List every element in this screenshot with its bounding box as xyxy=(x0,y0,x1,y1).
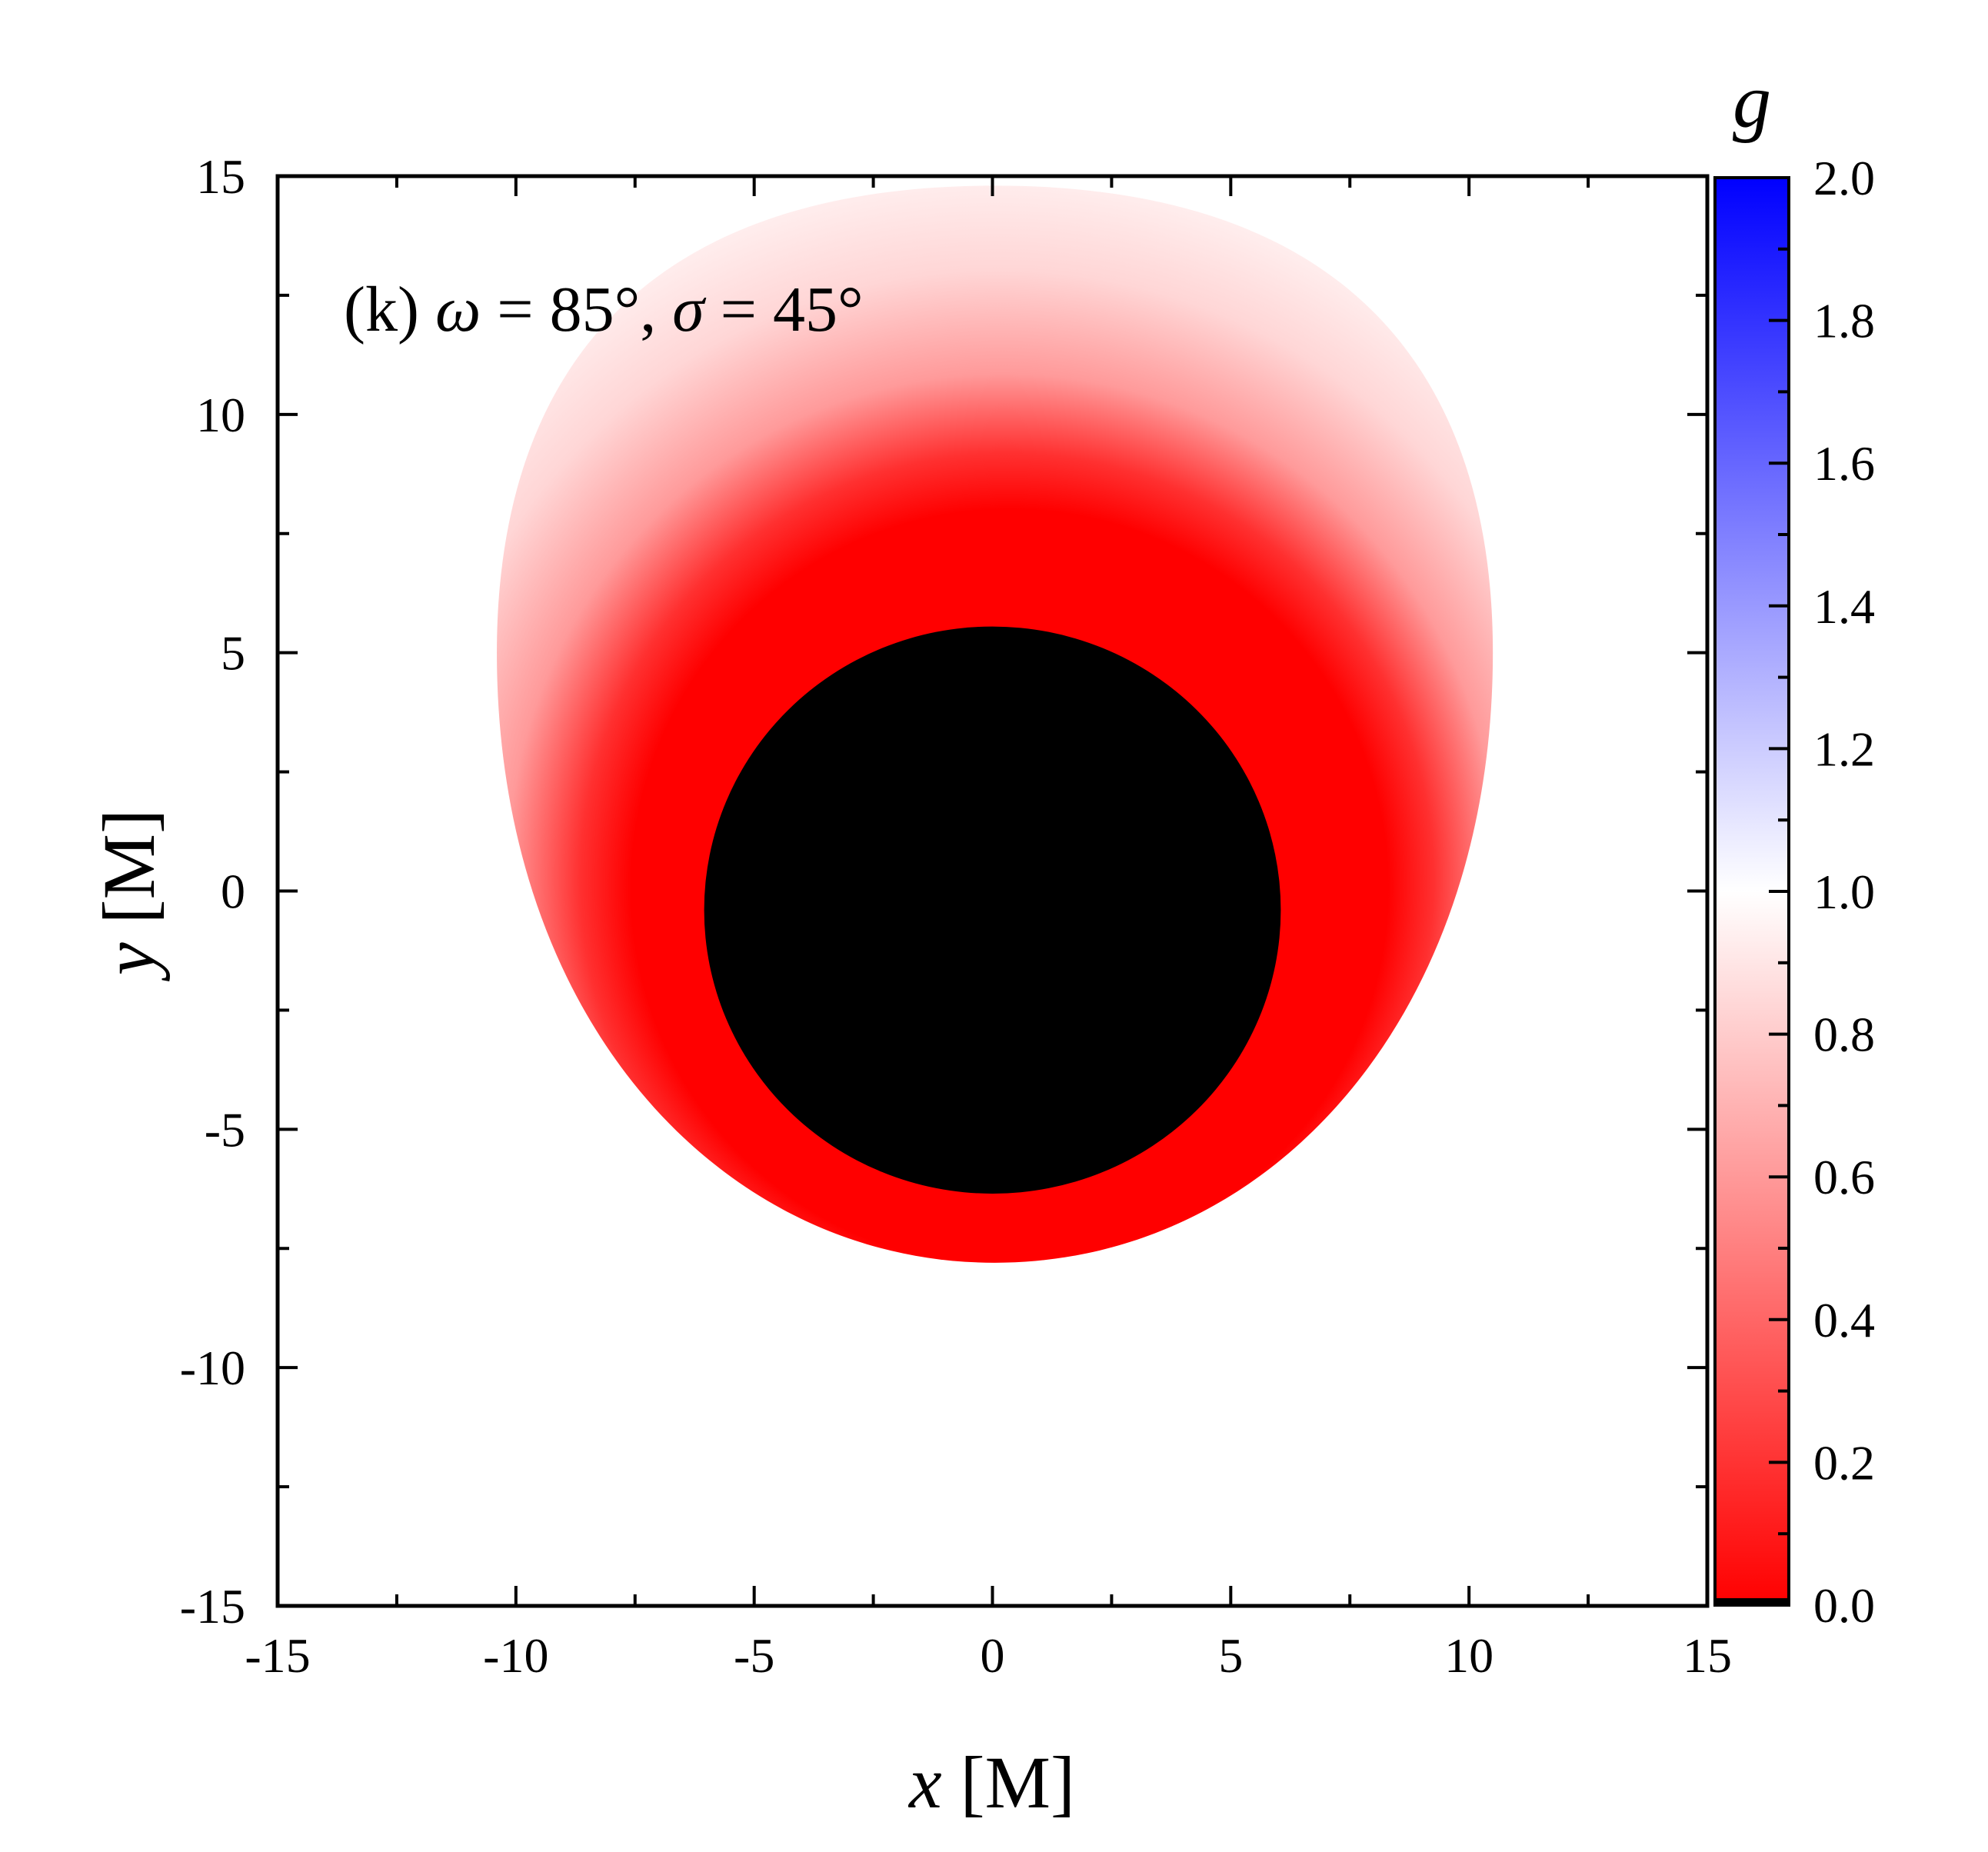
x-axis-ticks xyxy=(276,176,1709,1606)
colorbar-tick-label: 1.4 xyxy=(1813,579,1875,634)
y-axis-var: y xyxy=(88,942,170,982)
colorbar-label: g xyxy=(1733,58,1771,144)
colorbar-bottom-band xyxy=(1715,1598,1789,1605)
x-axis-tick-labels: -15 -10 -5 0 5 10 15 xyxy=(245,1628,1732,1683)
annotation-var-omega: ω xyxy=(435,274,481,345)
colorbar-tick-label: 2.0 xyxy=(1813,151,1875,205)
black-hole-shadow xyxy=(704,626,1281,1194)
colorbar-ticks xyxy=(1769,176,1789,1607)
annotation-prefix: (k) xyxy=(344,274,435,345)
colorbar-tick-label: 1.6 xyxy=(1813,436,1875,491)
colorbar-tick-label: 1.0 xyxy=(1813,864,1875,919)
x-tick-label: -5 xyxy=(734,1628,774,1683)
x-tick-label: 15 xyxy=(1683,1628,1732,1683)
y-tick-label: 5 xyxy=(221,626,245,681)
colorbar-tick-label: 0.4 xyxy=(1813,1293,1875,1347)
y-tick-label: 10 xyxy=(196,388,245,442)
colorbar: 0.0 0.2 0.4 0.6 0.8 1.0 1.2 1.4 1.6 1.8 2.0 g xyxy=(1713,58,1875,1633)
y-tick-label: 15 xyxy=(196,149,245,204)
y-tick-label: 0 xyxy=(221,864,245,919)
x-axis-unit: [M] xyxy=(942,1741,1075,1824)
y-tick-label: -5 xyxy=(205,1102,245,1157)
y-tick-label: -10 xyxy=(180,1341,245,1395)
x-axis-label: x [M] xyxy=(907,1741,1075,1824)
annotation-suffix: = 45° xyxy=(704,274,864,345)
x-tick-label: 10 xyxy=(1444,1628,1493,1683)
colorbar-tick-label: 0.2 xyxy=(1813,1435,1875,1490)
y-tick-label: -15 xyxy=(180,1579,245,1634)
panel-annotation: (k) ω = 85°, σ = 45° xyxy=(344,274,864,345)
colorbar-tick-label: 0.0 xyxy=(1813,1578,1875,1633)
y-axis-unit: [M] xyxy=(88,809,170,942)
colorbar-tick-label: 0.8 xyxy=(1813,1008,1875,1062)
x-tick-label: 5 xyxy=(1218,1628,1243,1683)
colorbar-tick-label: 1.8 xyxy=(1813,294,1875,348)
x-tick-label: -15 xyxy=(245,1628,310,1683)
plot-area xyxy=(278,176,1707,1606)
x-tick-label: -10 xyxy=(483,1628,548,1683)
y-axis-label: y [M] xyxy=(88,809,170,982)
colorbar-tick-label: 0.6 xyxy=(1813,1150,1875,1204)
y-axis-tick-labels: -15 -10 -5 0 5 10 15 xyxy=(180,149,245,1634)
x-axis-var: x xyxy=(907,1741,942,1824)
annotation-mid: = 85°, xyxy=(481,274,672,345)
y-axis-ticks xyxy=(278,175,1707,1607)
annotation-var-sigma: σ xyxy=(672,274,707,345)
colorbar-tick-label: 1.2 xyxy=(1813,721,1875,776)
colorbar-tick-labels: 0.0 0.2 0.4 0.6 0.8 1.0 1.2 1.4 1.6 1.8 2.0 xyxy=(1813,151,1875,1633)
x-tick-label: 0 xyxy=(981,1628,1005,1683)
